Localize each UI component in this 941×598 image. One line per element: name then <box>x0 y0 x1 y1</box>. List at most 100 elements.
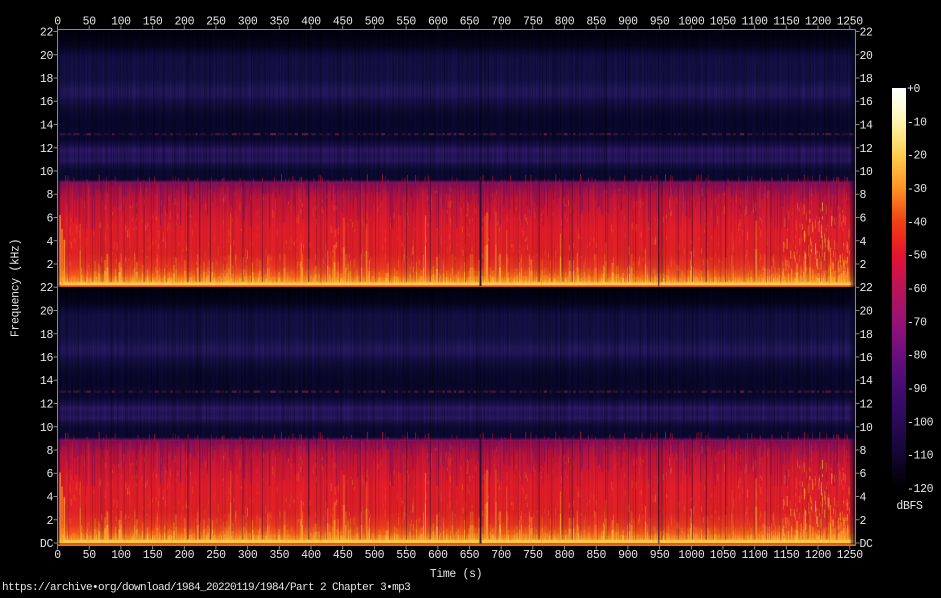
svg-text:-30: -30 <box>907 183 927 196</box>
svg-text:10: 10 <box>860 166 874 179</box>
svg-text:18: 18 <box>860 329 874 342</box>
svg-text:900: 900 <box>618 16 638 29</box>
svg-text:400: 400 <box>301 549 321 562</box>
svg-text:20: 20 <box>860 306 874 319</box>
svg-text:550: 550 <box>396 16 416 29</box>
svg-text:12: 12 <box>40 143 54 156</box>
svg-text:4: 4 <box>860 236 867 249</box>
svg-text:250: 250 <box>206 549 226 562</box>
svg-text:1200: 1200 <box>805 549 832 562</box>
svg-text:2: 2 <box>46 515 53 528</box>
svg-text:14: 14 <box>40 120 54 133</box>
svg-text:1000: 1000 <box>678 549 705 562</box>
svg-text:100: 100 <box>111 16 131 29</box>
svg-text:50: 50 <box>83 549 97 562</box>
svg-text:450: 450 <box>333 16 353 29</box>
svg-text:-10: -10 <box>907 116 927 129</box>
svg-text:-80: -80 <box>907 350 927 363</box>
svg-text:850: 850 <box>586 16 606 29</box>
svg-text:4: 4 <box>46 492 53 505</box>
svg-text:2: 2 <box>860 515 867 528</box>
svg-text:650: 650 <box>460 549 480 562</box>
svg-text:4: 4 <box>46 236 53 249</box>
svg-text:+0: +0 <box>907 83 921 96</box>
svg-text:150: 150 <box>143 549 163 562</box>
svg-text:700: 700 <box>491 549 511 562</box>
svg-text:-90: -90 <box>907 383 927 396</box>
svg-text:-70: -70 <box>907 316 927 329</box>
svg-text:https://archive•org/download/1: https://archive•org/download/1984_202201… <box>2 582 410 593</box>
svg-text:Time (s): Time (s) <box>430 568 482 581</box>
svg-text:950: 950 <box>650 549 670 562</box>
svg-text:8: 8 <box>860 189 867 202</box>
svg-text:14: 14 <box>860 375 874 388</box>
svg-text:16: 16 <box>40 352 54 365</box>
svg-text:150: 150 <box>143 16 163 29</box>
svg-text:Frequency (kHz): Frequency (kHz) <box>10 239 23 337</box>
svg-text:900: 900 <box>618 549 638 562</box>
svg-text:2: 2 <box>860 259 867 272</box>
svg-text:10: 10 <box>40 422 54 435</box>
svg-text:450: 450 <box>333 549 353 562</box>
svg-text:10: 10 <box>40 166 54 179</box>
svg-text:600: 600 <box>428 16 448 29</box>
svg-text:14: 14 <box>860 120 874 133</box>
svg-text:20: 20 <box>40 306 54 319</box>
svg-text:500: 500 <box>365 16 385 29</box>
svg-text:350: 350 <box>269 16 289 29</box>
svg-text:20: 20 <box>40 50 54 63</box>
svg-text:4: 4 <box>860 492 867 505</box>
svg-text:-20: -20 <box>907 150 927 163</box>
svg-text:22: 22 <box>860 27 874 40</box>
svg-text:800: 800 <box>555 16 575 29</box>
svg-text:22: 22 <box>40 27 54 40</box>
svg-text:950: 950 <box>650 16 670 29</box>
svg-text:1250: 1250 <box>837 549 864 562</box>
svg-text:16: 16 <box>860 96 874 109</box>
svg-text:-100: -100 <box>907 416 934 429</box>
svg-text:1050: 1050 <box>710 16 737 29</box>
svg-text:10: 10 <box>860 422 874 435</box>
svg-text:50: 50 <box>83 16 97 29</box>
svg-text:18: 18 <box>860 73 874 86</box>
svg-text:400: 400 <box>301 16 321 29</box>
svg-text:6: 6 <box>46 468 53 481</box>
svg-text:DC: DC <box>40 538 54 551</box>
svg-text:1100: 1100 <box>741 16 768 29</box>
svg-text:350: 350 <box>269 549 289 562</box>
svg-text:1100: 1100 <box>741 549 768 562</box>
svg-text:800: 800 <box>555 549 575 562</box>
svg-text:22: 22 <box>860 282 874 295</box>
svg-text:DC: DC <box>860 538 874 551</box>
svg-text:-50: -50 <box>907 250 927 263</box>
svg-text:-40: -40 <box>907 216 927 229</box>
svg-text:500: 500 <box>365 549 385 562</box>
svg-text:18: 18 <box>40 73 54 86</box>
svg-text:700: 700 <box>491 16 511 29</box>
svg-text:dBFS: dBFS <box>896 500 923 513</box>
svg-text:8: 8 <box>46 189 53 202</box>
svg-text:650: 650 <box>460 16 480 29</box>
svg-text:600: 600 <box>428 549 448 562</box>
svg-text:200: 200 <box>174 549 194 562</box>
svg-text:12: 12 <box>860 143 874 156</box>
svg-text:18: 18 <box>40 329 54 342</box>
svg-text:6: 6 <box>860 213 867 226</box>
svg-text:8: 8 <box>46 445 53 458</box>
svg-text:-120: -120 <box>907 483 934 496</box>
svg-text:300: 300 <box>238 549 258 562</box>
svg-text:100: 100 <box>111 549 131 562</box>
svg-text:6: 6 <box>860 468 867 481</box>
svg-text:550: 550 <box>396 549 416 562</box>
svg-text:-60: -60 <box>907 283 927 296</box>
svg-text:1150: 1150 <box>773 16 800 29</box>
svg-text:1150: 1150 <box>773 549 800 562</box>
svg-text:16: 16 <box>860 352 874 365</box>
svg-text:750: 750 <box>523 549 543 562</box>
svg-text:-110: -110 <box>907 450 934 463</box>
svg-text:2: 2 <box>46 259 53 272</box>
svg-text:1050: 1050 <box>710 549 737 562</box>
svg-text:1250: 1250 <box>837 16 864 29</box>
svg-text:250: 250 <box>206 16 226 29</box>
svg-text:1000: 1000 <box>678 16 705 29</box>
